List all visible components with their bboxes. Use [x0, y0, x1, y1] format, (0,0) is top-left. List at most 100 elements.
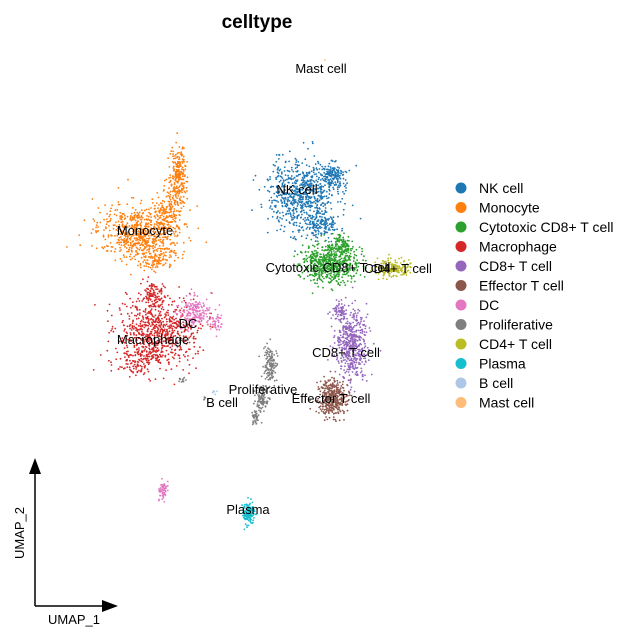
point-cd8-t-cell	[352, 351, 355, 353]
point-nk-cell	[297, 229, 300, 232]
point-cd8-t-cell	[332, 307, 335, 310]
point-macrophage	[106, 349, 109, 352]
point-cd4-t-cell	[406, 263, 408, 265]
point-cd4-t-cell	[377, 278, 380, 281]
point-macrophage	[158, 298, 161, 301]
point-cd4-t-cell	[376, 257, 379, 260]
point-cytotoxic-cd8-t-cell	[328, 251, 331, 254]
point-monocyte	[117, 187, 120, 189]
point-macrophage	[150, 308, 153, 310]
point-monocyte	[163, 263, 166, 266]
point-monocyte	[170, 210, 172, 213]
point-macrophage	[135, 327, 138, 330]
point-cd8-t-cell	[356, 339, 359, 342]
point-monocyte	[147, 228, 150, 231]
point-macrophage	[165, 314, 167, 317]
point-monocyte	[175, 209, 178, 212]
point-cytotoxic-cd8-t-cell	[344, 254, 347, 257]
point-nk-cell	[297, 203, 299, 206]
point-cytotoxic-cd8-t-cell	[339, 255, 342, 258]
point-macrophage	[158, 324, 161, 327]
point-macrophage	[171, 356, 174, 359]
point-macrophage	[150, 348, 153, 351]
point-cytotoxic-cd8-t-cell	[321, 272, 324, 275]
point-nk-cell	[309, 191, 311, 194]
point-cd8-t-cell	[337, 304, 340, 306]
point-macrophage	[146, 315, 149, 318]
point-macrophage	[143, 363, 145, 365]
point-nk-cell	[321, 177, 324, 180]
point-monocyte	[119, 246, 121, 249]
point-macrophage	[153, 316, 155, 318]
point-monocyte	[155, 233, 158, 236]
point-nk-cell	[305, 211, 308, 214]
point-macrophage	[192, 357, 194, 359]
point-macrophage	[156, 339, 159, 342]
point-nk-cell	[325, 220, 327, 223]
point-monocyte	[156, 222, 159, 225]
point-cd8-t-cell	[351, 327, 354, 329]
point-macrophage	[134, 360, 137, 362]
point-monocyte	[146, 244, 148, 246]
point-nk-cell	[334, 222, 336, 225]
point-cd8-t-cell	[358, 353, 361, 356]
point-monocyte	[175, 195, 177, 198]
point-macrophage	[149, 342, 151, 344]
point-macrophage	[108, 359, 110, 362]
point-nk-cell	[316, 227, 319, 230]
point-macrophage	[186, 359, 189, 361]
point-monocyte	[164, 258, 167, 261]
point-macrophage	[147, 359, 150, 362]
point-cd8-t-cell	[364, 327, 367, 330]
point-cd8-t-cell	[349, 349, 352, 351]
point-macrophage	[149, 309, 152, 312]
point-cd8-t-cell	[348, 329, 350, 332]
point-macrophage	[180, 348, 183, 351]
point-monocyte	[174, 157, 177, 160]
point-dc	[215, 335, 218, 338]
point-macrophage	[140, 370, 143, 372]
point-nk-cell	[274, 199, 277, 202]
point-cd4-t-cell	[369, 270, 372, 272]
point-macrophage	[153, 337, 155, 340]
point-macrophage	[156, 329, 159, 332]
point-nk-cell	[322, 179, 325, 182]
point-macrophage	[145, 351, 148, 353]
point-nk-cell	[298, 193, 300, 196]
point-macrophage	[176, 330, 179, 333]
point-monocyte	[177, 227, 180, 230]
point-macrophage	[189, 335, 192, 338]
point-cytotoxic-cd8-t-cell	[346, 239, 349, 242]
point-cd8-t-cell	[347, 371, 350, 373]
point-monocyte	[129, 238, 132, 241]
point-monocyte	[174, 254, 177, 257]
point-nk-cell	[311, 218, 313, 220]
point-cytotoxic-cd8-t-cell	[327, 264, 330, 267]
point-cd4-t-cell	[388, 275, 391, 277]
point-macrophage	[155, 323, 158, 326]
point-monocyte	[154, 271, 157, 274]
point-monocyte	[182, 187, 185, 190]
point-monocyte	[114, 259, 117, 262]
point-monocyte	[158, 236, 161, 239]
point-macrophage	[202, 349, 205, 352]
point-dc	[193, 313, 195, 316]
point-cytotoxic-cd8-t-cell	[313, 262, 316, 265]
point-cd8-t-cell	[369, 330, 372, 332]
point-monocyte	[178, 151, 180, 154]
point-macrophage	[180, 331, 183, 334]
point-monocyte	[139, 218, 142, 221]
point-monocyte	[92, 228, 94, 231]
point-monocyte	[182, 205, 185, 208]
point-monocyte	[139, 202, 142, 205]
point-nk-cell	[328, 188, 330, 191]
point-monocyte	[168, 214, 171, 217]
point-macrophage	[136, 307, 138, 310]
point-cytotoxic-cd8-t-cell	[357, 265, 360, 268]
point-nk-cell	[296, 185, 298, 188]
point-cytotoxic-cd8-t-cell	[328, 273, 330, 275]
point-monocyte	[132, 197, 135, 199]
point-nk-cell	[338, 167, 341, 169]
point-dc	[185, 303, 188, 305]
point-monocyte	[166, 259, 169, 262]
